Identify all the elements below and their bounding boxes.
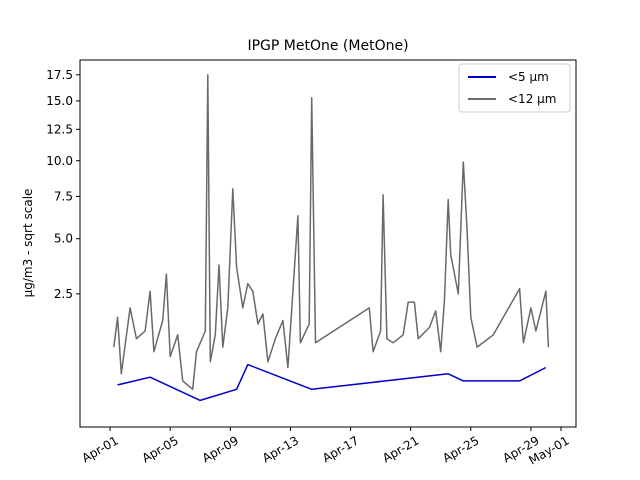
legend-label-1: <12 µm: [508, 92, 556, 106]
y-tick-label: 7.5: [54, 189, 73, 203]
y-tick-label: 5.0: [54, 232, 73, 246]
y-axis-label: µg/m3 - sqrt scale: [21, 189, 35, 298]
y-tick-label: 17.5: [46, 68, 73, 82]
y-tick-label: 12.5: [46, 122, 73, 136]
y-tick-label: 10.0: [46, 154, 73, 168]
chart-title: IPGP MetOne (MetOne): [247, 38, 408, 54]
y-tick-label: 2.5: [54, 287, 73, 301]
axes-frame: [79, 59, 577, 428]
legend: <5 µm <12 µm: [458, 63, 571, 113]
series-line-0: [113, 74, 550, 391]
legend-label-0: <5 µm: [508, 70, 549, 84]
y-tick-label: 15.0: [46, 94, 73, 108]
series-line-1: [117, 363, 547, 402]
